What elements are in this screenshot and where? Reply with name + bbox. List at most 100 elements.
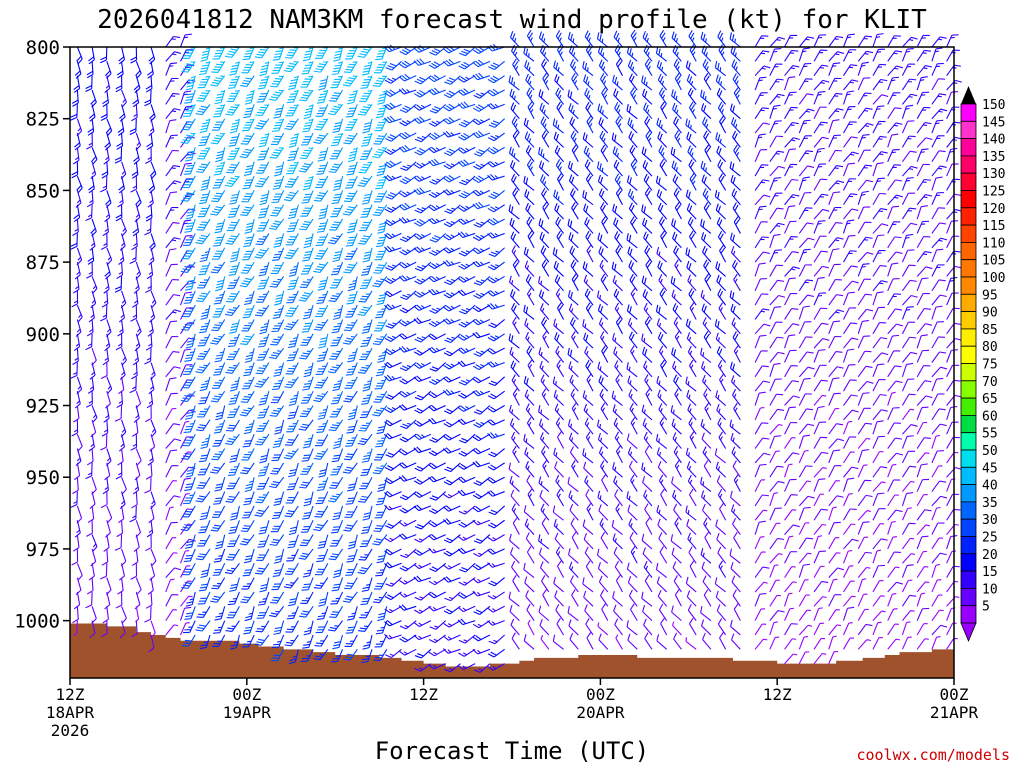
wind-barb: [89, 620, 96, 638]
wind-barb-half-flag: [102, 185, 107, 189]
wind-barb-staff: [76, 577, 82, 591]
wind-barb: [121, 477, 127, 495]
wind-barb-half-flag: [137, 328, 141, 333]
wind-barb-half-flag: [119, 328, 124, 333]
wind-barb-half-flag: [74, 357, 79, 361]
wind-barb-flag: [149, 59, 155, 65]
wind-barb: [75, 190, 82, 208]
wind-barb-staff: [76, 190, 82, 204]
wind-barb-flag: [71, 174, 78, 179]
wind-barb: [146, 520, 154, 538]
wind-barb-half-flag: [133, 242, 138, 247]
wind-barb-flag: [146, 274, 153, 280]
wind-barb: [73, 620, 78, 636]
wind-barb-flag: [148, 56, 155, 62]
wind-barb-staff: [106, 61, 112, 74]
wind-barb: [121, 347, 127, 366]
wind-barb-staff: [150, 419, 157, 433]
wind-barb-half-flag: [133, 113, 138, 118]
wind-barb-flag: [114, 159, 122, 164]
wind-barb: [86, 262, 93, 279]
wind-barb-staff: [121, 305, 126, 318]
wind-barb-flag: [118, 185, 125, 191]
wind-barb-flag: [104, 199, 111, 206]
wind-barb-flag: [134, 87, 141, 94]
wind-barb: [150, 620, 156, 637]
wind-barb-staff: [91, 89, 97, 103]
wind-barb-flag: [100, 575, 107, 580]
wind-barb-flag: [131, 432, 139, 437]
wind-barb-flag: [117, 73, 124, 79]
wind-barb-flag: [149, 170, 156, 177]
wind-barb-staff: [135, 348, 140, 362]
wind-barb-flag: [149, 113, 155, 119]
wind-barb-staff: [135, 606, 140, 620]
wind-barb-staff: [150, 563, 156, 576]
wind-barb-half-flag: [105, 285, 109, 290]
wind-barb-half-flag: [169, 65, 174, 67]
wind-barb-staff: [150, 591, 153, 605]
wind-barb-staff: [106, 577, 112, 591]
wind-barb-flag: [106, 130, 113, 137]
wind-barb-half-flag: [103, 429, 108, 433]
wind-barb-flag: [104, 271, 110, 277]
wind-barb-staff: [121, 133, 124, 147]
wind-barb-flag: [121, 617, 127, 624]
wind-barb-flag: [86, 145, 93, 150]
wind-barb: [76, 563, 83, 581]
wind-barb-flag: [86, 73, 94, 79]
wind-barb-staff: [91, 290, 97, 304]
wind-barb-staff: [106, 505, 113, 519]
wind-barb: [102, 89, 109, 108]
wind-barb-flag: [144, 360, 151, 365]
wind-barb-half-flag: [75, 156, 79, 161]
wind-barb: [102, 219, 109, 237]
wind-barb-half-flag: [149, 257, 154, 261]
wind-barb-staff: [76, 204, 81, 218]
wind-barb-flag: [115, 346, 123, 351]
wind-barb: [131, 491, 138, 509]
wind-barb-flag: [116, 70, 124, 76]
wind-barb-staff: [91, 218, 97, 232]
wind-barb-staff: [121, 46, 126, 60]
wind-barb-flag: [87, 131, 94, 136]
wind-barb: [165, 77, 179, 91]
wind-barb-flag: [104, 142, 110, 148]
wind-barb-staff: [150, 190, 154, 204]
wind-barb-staff: [91, 606, 97, 619]
wind-barb: [129, 118, 137, 135]
wind-barb: [100, 563, 108, 580]
wind-barb-staff: [165, 36, 174, 48]
wind-barb-half-flag: [119, 199, 124, 204]
wind-barb-half-flag: [149, 128, 154, 132]
wind-barb-staff: [165, 108, 175, 120]
wind-barb-half-flag: [135, 213, 140, 218]
wind-barb-flag: [102, 99, 109, 105]
wind-barb-staff: [121, 520, 124, 534]
wind-barb-flag: [114, 288, 122, 293]
wind-barb-flag: [90, 228, 96, 234]
wind-barb: [145, 462, 153, 480]
wind-barb-flag: [151, 173, 157, 180]
wind-barb-flag: [146, 145, 153, 151]
wind-barb-half-flag: [147, 156, 152, 160]
wind-barb-half-flag: [73, 429, 78, 433]
wind-barb: [72, 219, 79, 236]
wind-barb-flag: [75, 202, 82, 208]
wind-barb: [86, 133, 93, 150]
wind-barb: [105, 118, 113, 137]
wind-barb-flag: [145, 217, 153, 222]
wind-barb-flag: [129, 131, 137, 135]
wind-barb: [133, 75, 141, 94]
wind-barb-staff: [135, 204, 141, 218]
wind-barb-staff: [76, 348, 79, 362]
wind-barb-flag: [70, 504, 78, 508]
wind-barb: [131, 233, 138, 251]
wind-barb-half-flag: [122, 357, 126, 361]
wind-barb-half-flag: [136, 271, 140, 275]
wind-barb-flag: [135, 70, 141, 77]
wind-barb-staff: [150, 391, 154, 405]
wind-barb: [121, 89, 127, 108]
wind-barb-flag: [73, 159, 80, 165]
wind-barb-flag: [144, 618, 151, 623]
